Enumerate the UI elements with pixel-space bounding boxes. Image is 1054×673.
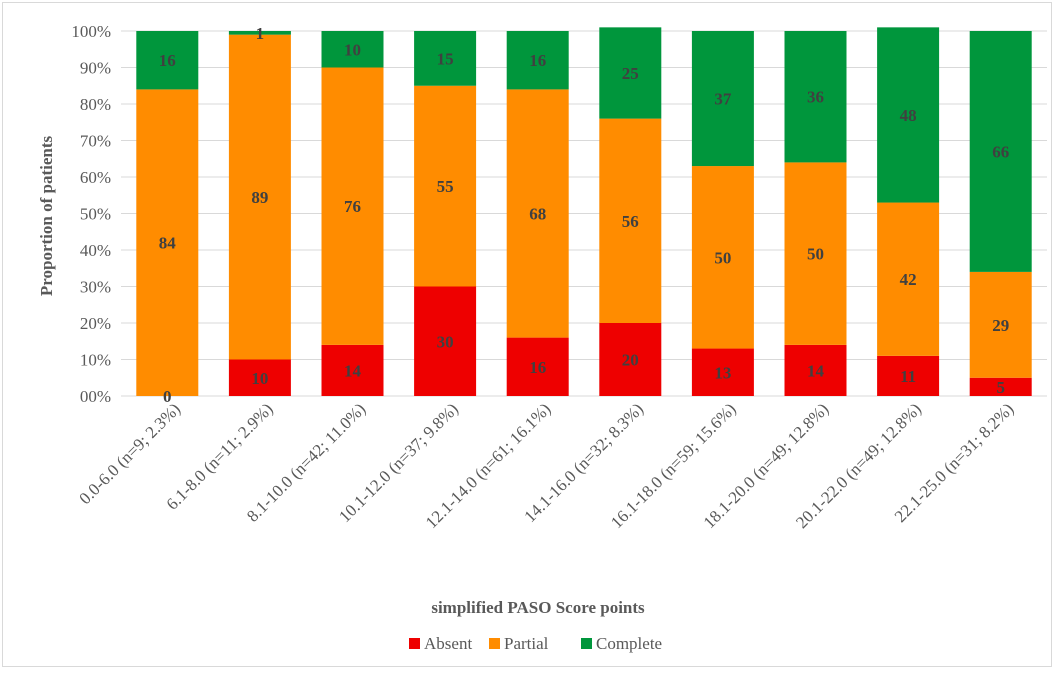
bar-absent [228,359,291,396]
bar-partial [228,34,291,360]
y-tick-label: 70% [80,132,111,151]
bar-complete [784,31,847,163]
data-label-partial: 76 [344,197,361,216]
data-label-absent: 16 [529,358,546,377]
bar-partial [691,166,754,349]
data-label-partial: 29 [992,316,1009,335]
data-label-partial: 50 [714,248,731,267]
x-axis-title: simplified PASO Score points [431,598,645,617]
bar-complete [877,27,940,203]
data-label-complete: 16 [159,51,176,70]
y-tick-label: 50% [80,205,111,224]
data-label-absent: 5 [996,378,1005,397]
bar-partial [506,89,569,338]
legend-label-absent: Absent [424,634,472,653]
y-tick-label: 10% [80,351,111,370]
bar-absent [321,344,384,396]
bar-partial [784,162,847,345]
legend-swatch-absent [409,638,420,649]
y-tick-label: 60% [80,168,111,187]
data-label-complete: 16 [529,51,546,70]
data-label-partial: 50 [807,245,824,264]
bar-absent [877,355,940,396]
data-label-complete: 37 [714,90,732,109]
data-label-complete: 15 [437,49,454,68]
y-tick-label: 80% [80,95,111,114]
bar-absent [506,337,569,396]
data-label-complete: 25 [622,64,639,83]
data-label-complete: 48 [900,106,917,125]
bar-absent [599,323,662,396]
y-tick-label: 40% [80,241,111,260]
y-tick-label: 90% [80,59,111,78]
bars [136,27,1032,397]
data-label-absent: 11 [900,367,916,386]
bar-absent [784,344,847,396]
data-label-absent: 0 [163,387,172,406]
data-label-partial: 89 [251,188,268,207]
data-label-complete: 1 [256,24,265,43]
data-label-complete: 66 [992,142,1009,161]
data-label-complete: 36 [807,88,824,107]
legend: Absent Partial Complete [409,634,662,653]
bar-complete [321,31,384,68]
bar-complete [691,31,754,167]
y-tick-label: 20% [80,314,111,333]
bar-partial [321,67,384,345]
data-label-absent: 10 [251,369,268,388]
data-label-partial: 84 [159,234,177,253]
y-axis-ticks: 00% 10% 20% 30% 40% 50% 60% 70% 80% 90% 100% [71,22,111,406]
data-label-partial: 56 [622,212,639,231]
data-label-complete: 10 [344,40,361,59]
legend-swatch-complete [581,638,592,649]
bar-complete [136,31,199,90]
bar-absent [691,348,754,396]
y-tick-label: 00% [80,387,111,406]
y-tick-label: 30% [80,278,111,297]
legend-label-complete: Complete [596,634,662,653]
bar-complete [506,31,569,90]
data-labels: 0 84 16 10 89 1 14 76 10 30 55 15 16 68 16 20 56 25 13 50 37… [159,24,1009,406]
y-axis-title: Proportion of patients [37,136,56,297]
data-label-partial: 42 [900,270,917,289]
bar-absent [969,377,1032,396]
x-tick-label: 0.0-6.0 (n=9; 2.3%) [75,399,184,508]
data-label-absent: 20 [622,351,639,370]
bar-partial [414,85,477,287]
data-label-partial: 55 [437,177,454,196]
bar-partial [599,118,662,323]
data-label-absent: 14 [344,361,362,380]
data-label-absent: 13 [714,363,731,382]
bar-partial [877,202,940,356]
data-label-absent: 14 [807,361,825,380]
legend-label-partial: Partial [504,634,549,653]
bar-absent [414,286,477,396]
data-label-partial: 68 [529,205,546,224]
data-label-absent: 30 [437,332,454,351]
stacked-bar-chart: 00% 10% 20% 30% 40% 50% 60% 70% 80% 90% 100% Propo… [37,22,1047,653]
legend-swatch-partial [489,638,500,649]
bar-complete [414,31,477,86]
y-tick-label: 100% [71,22,111,41]
x-axis-ticks: 0.0-6.0 (n=9; 2.3%)6.1-8.0 (n=11; 2.9%)8… [75,399,1017,532]
bar-partial [136,89,199,397]
bar-partial [969,271,1032,378]
bar-complete [228,31,291,35]
bar-complete [969,31,1032,272]
bar-complete [599,27,662,119]
